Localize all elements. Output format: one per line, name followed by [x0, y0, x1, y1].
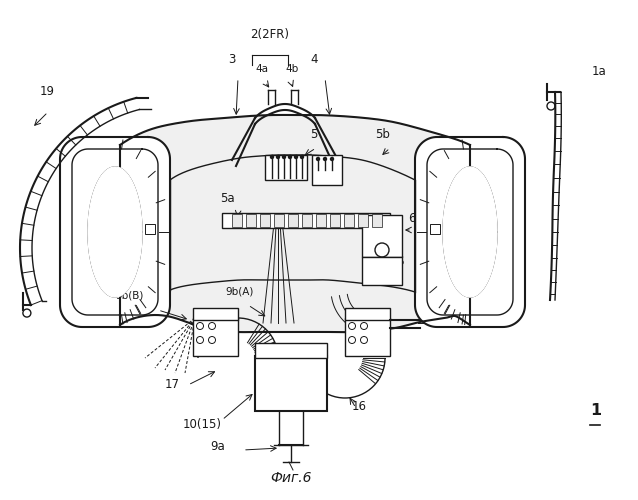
Circle shape — [271, 156, 274, 158]
Polygon shape — [60, 137, 170, 327]
Text: 2(2FR): 2(2FR) — [251, 28, 290, 41]
Bar — [288, 214, 298, 227]
Text: 4a: 4a — [255, 64, 268, 74]
Bar — [255, 343, 327, 358]
Text: 17: 17 — [165, 378, 180, 391]
Bar — [345, 308, 390, 320]
Polygon shape — [120, 115, 470, 332]
Text: 5b: 5b — [375, 128, 390, 141]
Bar — [362, 215, 402, 257]
Bar — [358, 214, 368, 227]
Text: 5: 5 — [310, 128, 317, 141]
Text: 1: 1 — [590, 403, 601, 418]
Circle shape — [323, 158, 327, 160]
Circle shape — [300, 156, 304, 158]
Text: 19: 19 — [40, 85, 55, 98]
Bar — [145, 224, 155, 234]
Polygon shape — [443, 167, 497, 297]
Bar — [246, 214, 256, 227]
Bar — [316, 214, 326, 227]
Text: 1a: 1a — [592, 65, 607, 78]
Bar — [344, 214, 354, 227]
Bar — [260, 214, 270, 227]
Bar — [312, 155, 342, 185]
Text: 4b: 4b — [285, 64, 298, 74]
Bar — [193, 308, 238, 320]
Text: 9a: 9a — [210, 440, 225, 453]
Text: 9b(A): 9b(A) — [225, 287, 253, 297]
Bar — [193, 318, 238, 356]
Text: 9b(B): 9b(B) — [115, 290, 144, 300]
Polygon shape — [415, 137, 525, 327]
Bar — [222, 213, 390, 228]
Bar — [232, 214, 242, 227]
Circle shape — [316, 158, 320, 160]
Bar — [265, 155, 307, 180]
Text: 3: 3 — [228, 53, 235, 66]
Text: 5a: 5a — [220, 192, 235, 205]
Circle shape — [276, 156, 279, 158]
Polygon shape — [443, 167, 497, 297]
Text: Фиг.6: Фиг.6 — [271, 471, 312, 485]
Polygon shape — [88, 167, 142, 297]
Circle shape — [283, 156, 285, 158]
Bar — [430, 224, 440, 234]
Polygon shape — [88, 167, 142, 297]
Bar — [345, 318, 390, 356]
Bar — [362, 257, 402, 285]
Text: 6: 6 — [408, 212, 415, 225]
Text: 10(15): 10(15) — [183, 418, 222, 431]
Bar — [302, 214, 312, 227]
Bar — [274, 214, 284, 227]
Circle shape — [330, 158, 334, 160]
Text: S: S — [396, 255, 403, 268]
Text: 16: 16 — [352, 400, 367, 413]
Circle shape — [288, 156, 292, 158]
Circle shape — [295, 156, 297, 158]
Bar — [330, 214, 340, 227]
Bar — [372, 214, 382, 227]
Text: 4: 4 — [310, 53, 318, 66]
Bar — [255, 356, 327, 411]
